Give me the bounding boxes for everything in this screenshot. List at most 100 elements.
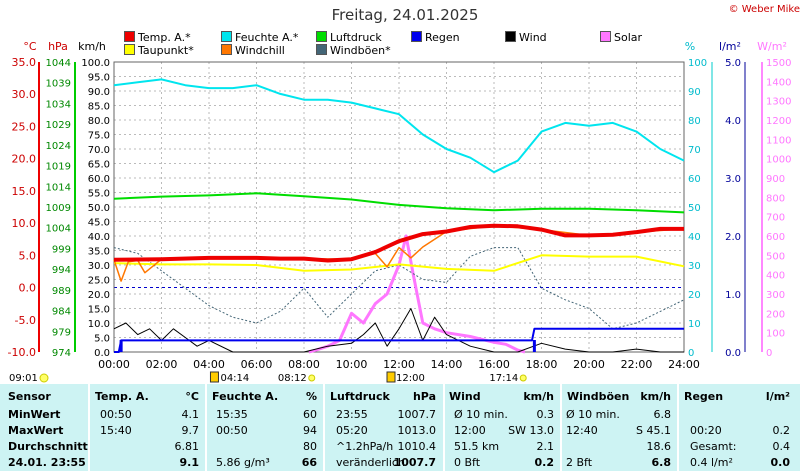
solar-tick: 700 [766,213,785,224]
legend-swatch [124,44,135,55]
stats-cell: 0.2 [534,456,555,469]
solar-tick: 1300 [766,97,791,108]
series-wind [113,308,684,353]
temp-tick: 20.0 [12,153,37,166]
rain-tick: 0.0 [725,348,741,359]
stats-cell: 05:20 [336,424,368,437]
solar-tick: 900 [766,174,785,185]
stats-cell: MaxWert [8,424,64,437]
humidity-tick: 10 [688,319,701,330]
stats-cell: 51.5 km [454,440,500,453]
rain-tick: 1.0 [725,290,741,301]
stats-cell: 12:40 [566,424,598,437]
stats-cell: Feuchte A. [212,390,279,403]
stats-cell: hPa [412,390,436,403]
solar-tick: 500 [766,251,785,262]
stats-cell: Temp. A. [95,390,149,403]
time-tick: 12:00 [383,358,415,371]
stats-cell: 0.3 [536,408,555,421]
legend-swatch [411,31,422,42]
sunrise-time: 09:01 [9,373,38,384]
right-edge-strip [800,0,810,471]
rain-tick: 3.0 [725,174,741,185]
stats-cell: 15:40 [100,424,132,437]
temp-tick: -10.0 [8,346,36,359]
time-tick: 02:00 [146,358,178,371]
wind-tick: 20.0 [88,290,110,301]
pressure-unit: hPa [48,40,68,53]
series-temp-a [113,223,684,263]
pressure-tick: 984 [52,307,71,318]
wind-tick: 25.0 [88,276,110,287]
stats-separator [560,384,562,471]
legend-label: Windböen* [330,44,391,57]
wind-tick: 45.0 [88,218,110,229]
solar-tick: 1100 [766,135,791,146]
stats-cell: °C [185,390,199,403]
pressure-tick: 979 [52,327,71,338]
humidity-tick: 20 [688,290,701,301]
wind-tick: 40.0 [88,232,110,243]
wind-tick: 55.0 [88,189,110,200]
stats-cell: 1007.7 [393,456,436,469]
stats-cell: l/m² [765,390,790,403]
humidity-tick: 30 [688,261,701,272]
time-tick: 14:00 [431,358,463,371]
stats-cell: 6.81 [174,440,200,453]
legend-label: Taupunkt* [138,44,194,57]
wind-tick: 0.0 [94,348,110,359]
moon-time: 12:00 [396,373,425,384]
stats-cell: Luftdruck [330,390,390,403]
moon-icon [209,371,219,383]
series-regen [114,327,684,353]
time-tick: 16:00 [478,358,510,371]
time-tick: 24:00 [668,358,700,371]
stats-cell: 6.8 [653,408,672,421]
time-tick: 04:00 [193,358,225,371]
stats-cell: km/h [640,390,671,403]
legend-swatch [505,31,516,42]
pressure-tick: 1019 [46,162,71,173]
rain-tick: 5.0 [725,58,741,69]
stats-cell: 15:35 [216,408,248,421]
solar-tick: 100 [766,329,785,340]
legend-swatch [600,31,611,42]
legend-label: Regen [425,31,460,44]
wind-tick: 10.0 [88,319,110,330]
stats-cell: 1007.7 [397,408,437,421]
legend-item: Wind [505,31,547,44]
stats-separator [205,384,207,471]
solar-tick: 1500 [766,58,791,69]
sunrise-marker-time: 08:12 [278,373,307,384]
wind-tick: 60.0 [88,174,110,185]
stats-cell: 0.0 [770,456,791,469]
stats-cell: Gesamt: [690,440,737,453]
pressure-tick: 1034 [46,99,71,110]
stats-cell: 0.2 [772,424,791,437]
pressure-tick: 1024 [46,141,71,152]
rain-unit: l/m² [719,40,741,53]
solar-tick: 1400 [766,77,791,88]
legend-label: Luftdruck [330,31,382,44]
stats-cell: 2 Bft [566,456,593,469]
moon-icon [386,371,396,383]
stats-cell: 2.1 [536,440,555,453]
stats-cell: 12:00 [454,424,486,437]
temp-tick: 0.0 [19,282,37,295]
temp-tick: 25.0 [12,120,37,133]
stats-cell: 00:20 [690,424,722,437]
stats-cell: MinWert [8,408,61,421]
stats-cell: 1010.4 [397,440,437,453]
stats-table: Sensor Temp. A. °C Feuchte A.% Luftdruck hPa W… [0,384,800,471]
stats-cell: Windböen [567,390,630,403]
legend-item: Solar [600,31,642,44]
humidity-tick: 100 [688,58,707,69]
time-tick: 18:00 [526,358,558,371]
legend-swatch [316,31,327,42]
legend-swatch [221,44,232,55]
legend-item: Feuchte A.* [221,31,298,44]
legend-label: Feuchte A.* [235,31,299,44]
legend-item: Regen [411,31,460,44]
wind-tick: 65.0 [88,160,110,171]
humidity-tick: 80 [688,116,701,127]
